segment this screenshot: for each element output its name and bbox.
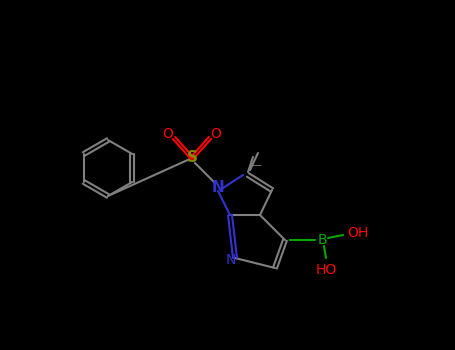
Text: B: B: [317, 233, 327, 247]
Text: N: N: [212, 181, 224, 196]
Text: N: N: [226, 253, 236, 267]
Text: O: O: [211, 127, 222, 141]
Text: —: —: [251, 160, 261, 170]
Text: HO: HO: [315, 263, 337, 277]
Text: S: S: [187, 150, 197, 166]
Text: O: O: [162, 127, 173, 141]
Text: OH: OH: [347, 226, 369, 240]
